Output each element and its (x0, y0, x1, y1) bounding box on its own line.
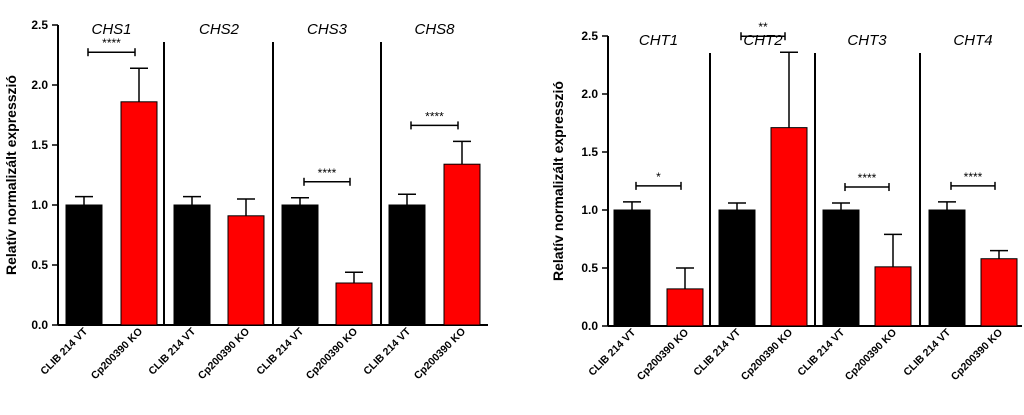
y-axis-label: Relatív normalizált expresszió (3, 75, 19, 275)
x-tick-label: Cp200390 KO (196, 326, 252, 382)
y-tick-label: 2.0 (581, 87, 598, 101)
y-tick-label: 1.5 (581, 145, 598, 159)
bar-wt (822, 209, 860, 327)
y-tick-label: 1.5 (31, 138, 48, 152)
x-tick-label: CLIB 214 VT (38, 325, 90, 377)
significance-label: **** (964, 170, 983, 184)
y-tick-label: 0.0 (581, 319, 598, 333)
bar-wt (718, 209, 756, 327)
gene-title: CHT3 (847, 32, 887, 49)
gene-title: CHS2 (199, 21, 240, 38)
x-tick-label: CLIB 214 VT (254, 325, 306, 377)
gene-title: CHS8 (414, 21, 455, 38)
significance-label: **** (102, 36, 121, 50)
y-tick-label: 2.5 (31, 18, 48, 32)
y-tick-label: 2.0 (31, 78, 48, 92)
significance-label: * (656, 170, 661, 184)
x-tick-label: Cp200390 KO (412, 326, 468, 382)
bar-ko (227, 215, 265, 326)
significance-label: **** (858, 171, 877, 185)
bar-ko (120, 101, 158, 326)
x-tick-label: Cp200390 KO (304, 326, 360, 382)
bar-wt (281, 204, 319, 326)
y-tick-label: 0.0 (31, 318, 48, 332)
gene-title: CHT2 (743, 32, 783, 49)
x-tick-label: CLIB 214 VT (146, 325, 198, 377)
gene-title: CHT4 (953, 32, 992, 49)
bar-wt (928, 209, 966, 327)
bar-wt (65, 204, 103, 326)
significance-label: **** (318, 166, 337, 180)
bar-ko (874, 266, 912, 327)
gene-title: CHS1 (91, 21, 131, 38)
y-tick-label: 2.5 (581, 29, 598, 43)
gene-title: CHT1 (639, 32, 678, 49)
y-axis-label: Relatív normalizált expresszió (550, 81, 566, 281)
x-tick-label: CLIB 214 VT (795, 326, 847, 378)
x-tick-label: Cp200390 KO (949, 327, 1005, 383)
bar-ko (666, 288, 704, 327)
significance-label: ** (758, 20, 768, 34)
bar-ko (770, 127, 808, 327)
x-tick-label: Cp200390 KO (89, 326, 145, 382)
x-tick-label: CLIB 214 VT (586, 326, 638, 378)
bar-wt (388, 204, 426, 326)
bar-ko (980, 258, 1018, 327)
x-tick-label: Cp200390 KO (843, 327, 899, 383)
y-tick-label: 0.5 (581, 261, 598, 275)
bar-ko (335, 282, 373, 326)
chart-2: 0.0 0.5 1.0 1.5 2.0 2.5 Relatív normalizált ex… (550, 20, 1022, 383)
chart-1: 0.0 0.5 1.0 1.5 2.0 2.5 Relatív normalizált ex… (3, 18, 488, 382)
y-tick-label: 1.0 (31, 198, 48, 212)
gene-title: CHS3 (307, 21, 348, 38)
x-tick-label: Cp200390 KO (739, 327, 795, 383)
x-tick-label: CLIB 214 VT (901, 326, 953, 378)
bar-ko (443, 163, 481, 326)
x-tick-label: Cp200390 KO (635, 327, 691, 383)
y-tick-label: 0.5 (31, 258, 48, 272)
y-tick-label: 1.0 (581, 203, 598, 217)
significance-label: **** (425, 109, 444, 123)
x-tick-label: CLIB 214 VT (361, 325, 413, 377)
bar-wt (613, 209, 651, 327)
x-tick-label: CLIB 214 VT (691, 326, 743, 378)
bar-wt (173, 204, 211, 326)
